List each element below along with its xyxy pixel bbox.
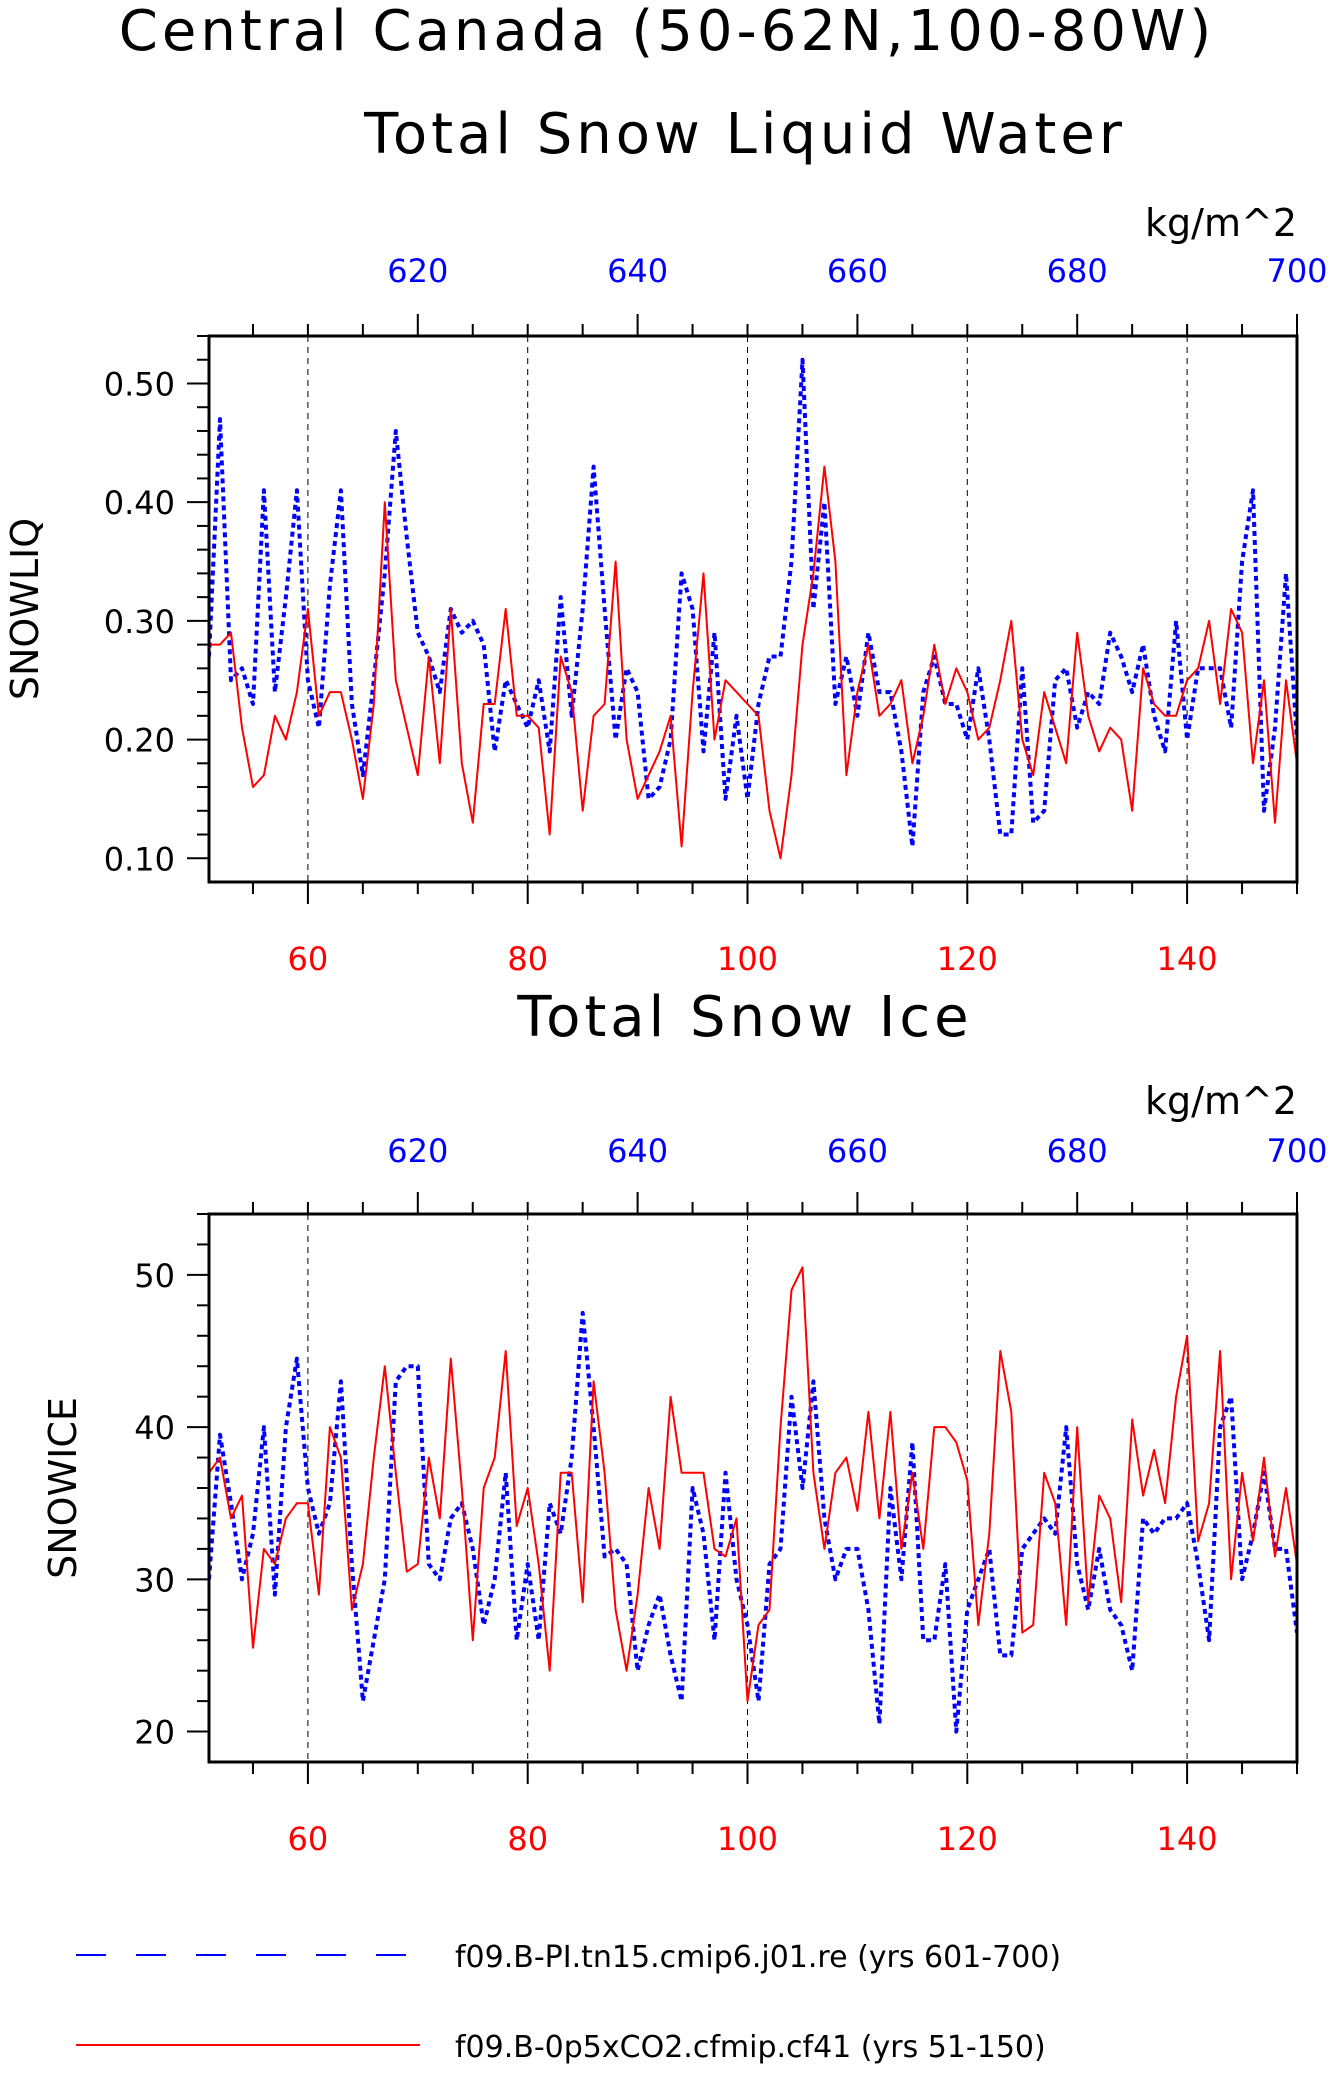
y-tick-label: 0.50 — [104, 365, 175, 403]
x-bottom-tick-label: 140 — [1157, 1820, 1218, 1858]
x-bottom-tick-label: 120 — [937, 1820, 998, 1858]
chart-panel-2: Total Snow Ice kg/m^2 SNOWICE 60 80 100 120 140… — [41, 985, 1328, 1858]
y-tick-label: 0.10 — [104, 840, 175, 878]
x-top-tick-label: 620 — [387, 1132, 448, 1170]
y-tick-label: 20 — [134, 1714, 175, 1752]
main-title: Central Canada (50-62N,100-80W) — [119, 0, 1215, 64]
series-line-blue — [209, 357, 1297, 849]
series-line-blue — [209, 1310, 1297, 1734]
chart-panel-1: Total Snow Liquid Water kg/m^2 SNOWLIQ 60 80… — [3, 102, 1328, 978]
y-tick-label: 0.40 — [104, 484, 175, 522]
x-bottom-tick-label: 60 — [288, 940, 329, 978]
panel-title: Total Snow Ice — [516, 985, 972, 1050]
panels: Total Snow Liquid Water kg/m^2 SNOWLIQ 60 80… — [3, 102, 1328, 1858]
x-bottom-tick-label: 120 — [937, 940, 998, 978]
x-bottom-tick-label: 80 — [507, 1820, 548, 1858]
x-top-tick-label: 680 — [1047, 1132, 1108, 1170]
y-tick-label: 0.30 — [104, 603, 175, 641]
x-bottom-tick-label: 140 — [1157, 940, 1218, 978]
y-tick-label: 40 — [134, 1409, 175, 1447]
series-line-red — [209, 465, 1297, 860]
legend-label: f09.B-PI.tn15.cmip6.j01.re (yrs 601-700) — [455, 1940, 1061, 1975]
series-line-red — [209, 1266, 1297, 1703]
units-label: kg/m^2 — [1145, 201, 1297, 245]
plot-frame — [207, 1212, 1299, 1764]
y-axis-label: SNOWLIQ — [3, 518, 47, 700]
x-bottom-tick-label: 100 — [717, 1820, 778, 1858]
y-axis-label: SNOWICE — [41, 1397, 85, 1579]
x-bottom-tick-label: 80 — [507, 940, 548, 978]
legend-label: f09.B-0p5xCO2.cfmip.cf41 (yrs 51-150) — [455, 2030, 1046, 2065]
x-top-tick-label: 680 — [1047, 252, 1108, 290]
x-top-tick-label: 700 — [1266, 1132, 1327, 1170]
x-top-tick-label: 660 — [827, 1132, 888, 1170]
x-top-tick-label: 640 — [607, 1132, 668, 1170]
units-label: kg/m^2 — [1145, 1079, 1297, 1123]
x-top-tick-label: 660 — [827, 252, 888, 290]
y-tick-label: 0.20 — [104, 722, 175, 760]
y-tick-label: 50 — [134, 1257, 175, 1295]
legend: f09.B-PI.tn15.cmip6.j01.re (yrs 601-700)… — [76, 1940, 1061, 2065]
x-bottom-tick-label: 60 — [288, 1820, 329, 1858]
plot-frame — [207, 334, 1299, 884]
x-top-tick-label: 640 — [607, 252, 668, 290]
x-top-tick-label: 700 — [1266, 252, 1327, 290]
y-tick-label: 30 — [134, 1561, 175, 1599]
x-top-tick-label: 620 — [387, 252, 448, 290]
panel-title: Total Snow Liquid Water — [363, 102, 1126, 167]
x-bottom-tick-label: 100 — [717, 940, 778, 978]
